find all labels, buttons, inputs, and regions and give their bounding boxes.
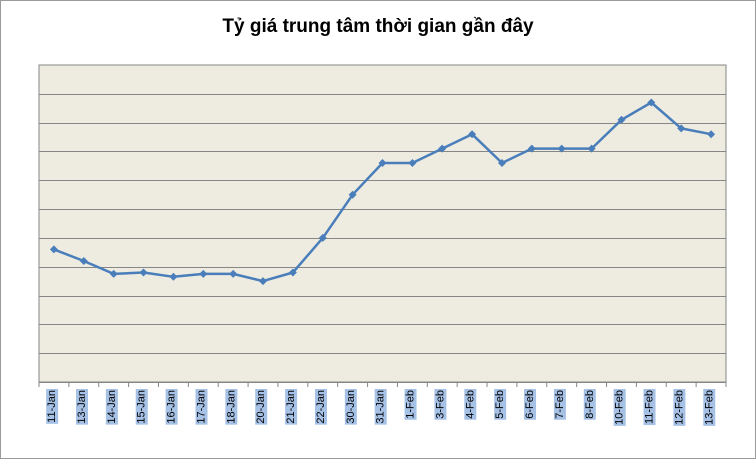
x-tick-label: 17-Jan	[195, 390, 207, 424]
data-point-marker	[348, 190, 357, 199]
x-tick-label: 12-Feb	[673, 390, 685, 425]
x-tick-label: 13-Jan	[76, 390, 88, 424]
data-point-marker	[677, 124, 686, 133]
x-tick-label-highlight	[76, 389, 89, 425]
x-tick-label: 11-Jan	[46, 390, 58, 423]
x-tick-label-group: 7-Feb	[553, 389, 566, 420]
x-tick-label-highlight	[553, 389, 566, 420]
data-point-marker	[229, 269, 238, 278]
x-tick-label-group: 8-Feb	[583, 389, 596, 420]
x-tick-label-group: 12-Feb	[673, 389, 686, 426]
x-tick-label-highlight	[464, 389, 477, 420]
x-tick-label-highlight	[285, 389, 298, 425]
x-tick-label: 22-Jan	[315, 390, 327, 424]
x-tick-label: 16-Jan	[166, 390, 178, 424]
plot-area	[38, 64, 727, 383]
x-tick-label-group: 14-Jan	[105, 389, 118, 425]
x-tick-labels: 11-Jan 13-Jan 14-Jan 15-Jan 16-Jan 17-Jan 18-J…	[46, 389, 716, 426]
x-tick-label: 10-Feb	[614, 390, 626, 425]
x-tick-label-group: 4-Feb	[464, 389, 477, 420]
data-point-marker	[199, 269, 208, 278]
x-tick-label: 15-Jan	[136, 390, 148, 424]
x-tick-label-highlight	[494, 389, 507, 420]
x-tick-label-group: 3-Feb	[434, 389, 447, 420]
x-tick-label-highlight	[255, 389, 268, 425]
x-tick-label: 13-Feb	[703, 390, 715, 425]
data-point-marker	[647, 98, 656, 107]
x-tick-label-highlight	[314, 389, 327, 425]
x-tick-label-group: 16-Jan	[165, 389, 178, 425]
x-tick-label-group: 6-Feb	[524, 389, 537, 420]
x-tick-label-highlight	[374, 389, 387, 425]
x-tick-label: 31-Jan	[375, 390, 387, 424]
x-tick-label: 1-Feb	[405, 390, 417, 419]
x-tick-label: 21-Jan	[285, 390, 297, 424]
x-axis	[38, 382, 727, 387]
x-tick-label-group: 17-Jan	[195, 389, 208, 425]
x-tick-label-group: 11-Jan	[46, 389, 59, 424]
x-tick-label-highlight	[195, 389, 208, 425]
x-tick-label-highlight	[225, 389, 238, 425]
x-tick-label-group: 5-Feb	[494, 389, 507, 420]
x-tick-label: 6-Feb	[524, 390, 536, 419]
x-tick-label-highlight	[135, 389, 148, 425]
x-tick-label-group: 21-Jan	[285, 389, 298, 425]
data-point-marker	[259, 277, 267, 286]
x-tick-label-group: 22-Jan	[314, 389, 327, 425]
data-point-marker	[378, 159, 387, 167]
x-tick-label-highlight	[643, 389, 656, 426]
x-tick-label-group: 13-Jan	[76, 389, 89, 425]
x-tick-label: 30-Jan	[345, 390, 357, 424]
data-point-marker	[498, 159, 506, 167]
data-point-marker	[468, 130, 477, 139]
x-tick-label: 7-Feb	[554, 390, 566, 419]
data-point-marker	[408, 159, 417, 167]
x-tick-label-group: 13-Feb	[703, 389, 716, 426]
x-tick-label-highlight	[434, 389, 447, 420]
x-tick-label-group: 10-Feb	[613, 389, 626, 426]
x-tick-label: 4-Feb	[464, 390, 476, 419]
data-point-marker	[587, 144, 596, 153]
x-tick-label-highlight	[583, 389, 596, 420]
data-point-marker	[617, 115, 626, 124]
data-point-marker	[49, 245, 58, 254]
x-tick-label-group: 11-Feb	[643, 389, 656, 426]
data-point-marker	[169, 272, 178, 281]
x-tick-label-highlight	[46, 389, 59, 424]
x-tick-label: 20-Jan	[255, 390, 267, 424]
data-point-marker	[438, 144, 447, 153]
data-point-marker	[557, 144, 566, 153]
x-tick-label: 8-Feb	[584, 390, 596, 419]
x-tick-label: 5-Feb	[494, 390, 506, 419]
x-tick-label: 14-Jan	[106, 390, 118, 424]
data-point-marker	[79, 257, 88, 265]
x-tick-label-highlight	[703, 389, 716, 426]
x-tick-label-highlight	[404, 389, 417, 420]
data-point-marker	[318, 233, 327, 242]
x-tick-label: 11-Feb	[644, 390, 656, 424]
data-point-marker	[139, 268, 148, 277]
x-tick-label-highlight	[613, 389, 626, 426]
x-tick-label-highlight	[673, 389, 686, 426]
gridlines	[39, 94, 726, 354]
x-tick-label-group: 30-Jan	[344, 389, 357, 425]
x-tick-label-highlight	[105, 389, 118, 425]
series-layer	[49, 98, 716, 286]
chart-title: Tỷ giá trung tâm thời gian gần đây	[222, 16, 534, 37]
x-tick-label: 3-Feb	[434, 390, 446, 419]
x-tick-label-group: 1-Feb	[404, 389, 417, 420]
x-tick-label: 18-Jan	[225, 390, 237, 424]
x-tick-label-highlight	[344, 389, 357, 425]
data-point-marker	[707, 130, 716, 139]
x-tick-label-highlight	[165, 389, 178, 425]
data-point-marker	[109, 269, 118, 278]
x-tick-label-group: 15-Jan	[135, 389, 148, 425]
data-point-marker	[288, 268, 297, 277]
x-tick-label-group: 31-Jan	[374, 389, 387, 425]
x-tick-label-group: 20-Jan	[255, 389, 268, 425]
x-tick-label-highlight	[524, 389, 537, 420]
x-tick-label-group: 18-Jan	[225, 389, 238, 425]
data-point-marker	[527, 144, 536, 153]
